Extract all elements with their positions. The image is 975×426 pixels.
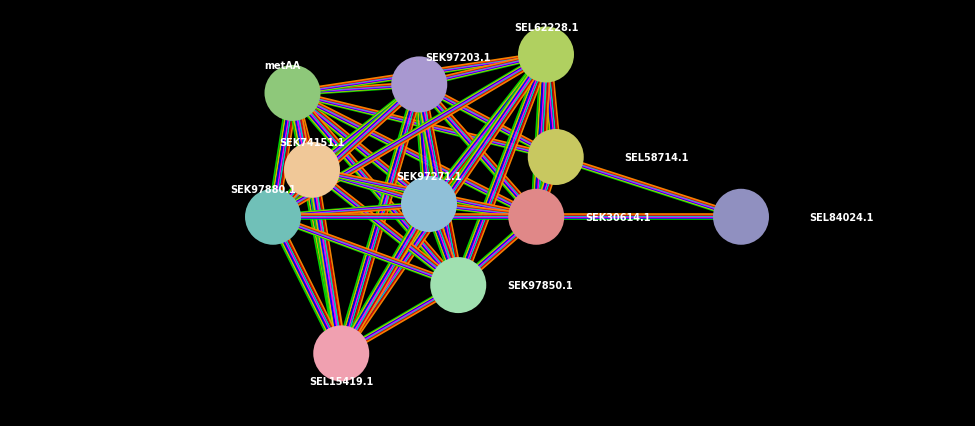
Ellipse shape bbox=[264, 66, 321, 122]
Ellipse shape bbox=[527, 130, 584, 186]
Ellipse shape bbox=[508, 189, 565, 245]
Text: SEL58714.1: SEL58714.1 bbox=[624, 153, 688, 163]
Text: SEK97203.1: SEK97203.1 bbox=[425, 52, 491, 63]
Ellipse shape bbox=[401, 176, 457, 233]
Text: SEK97850.1: SEK97850.1 bbox=[507, 280, 572, 291]
Text: SEL15419.1: SEL15419.1 bbox=[309, 376, 373, 386]
Ellipse shape bbox=[518, 27, 574, 83]
Ellipse shape bbox=[391, 57, 448, 113]
Ellipse shape bbox=[313, 325, 370, 382]
Text: SEL84024.1: SEL84024.1 bbox=[809, 212, 874, 222]
Ellipse shape bbox=[284, 142, 340, 199]
Text: SEK74151.1: SEK74151.1 bbox=[279, 138, 345, 148]
Ellipse shape bbox=[245, 189, 301, 245]
Text: SEK97880.1: SEK97880.1 bbox=[230, 184, 296, 195]
Text: SEL62228.1: SEL62228.1 bbox=[514, 23, 578, 33]
Ellipse shape bbox=[430, 257, 487, 314]
Text: SEK30614.1: SEK30614.1 bbox=[585, 212, 650, 222]
Ellipse shape bbox=[713, 189, 769, 245]
Text: metAA: metAA bbox=[264, 61, 301, 71]
Text: SEK97271.1: SEK97271.1 bbox=[396, 172, 462, 182]
